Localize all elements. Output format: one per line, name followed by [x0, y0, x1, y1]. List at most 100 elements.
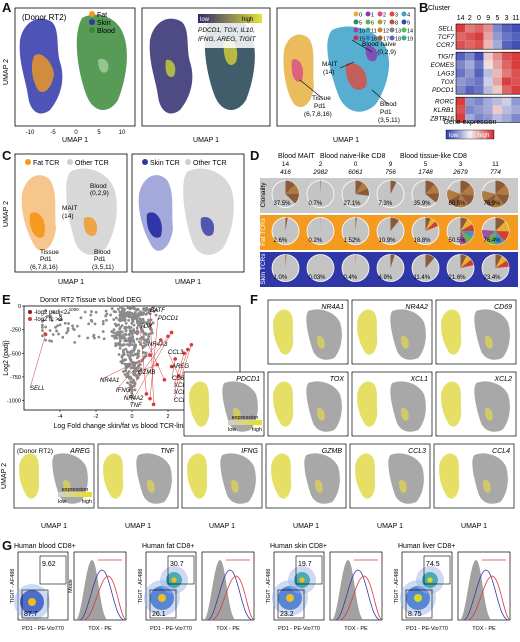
volcano-xtick: -4: [58, 414, 63, 420]
cluster-swatch: [401, 11, 407, 17]
volcano-point: [130, 343, 134, 346]
volcano-point: [129, 337, 133, 341]
ylabel: UMAP 2: [3, 59, 10, 85]
d-count: 2679: [452, 169, 468, 176]
pie-slice: [460, 255, 472, 268]
gene-box-genes-1: PDCD1, TOX, IL10,: [198, 27, 255, 34]
heat-cell: [465, 60, 475, 69]
cluster-legend-label: 10: [359, 29, 365, 35]
cluster-legend-label: 3: [395, 13, 398, 19]
heat-cell: [456, 40, 466, 50]
volcano-point: [131, 381, 135, 384]
d-row-label: Clonality: [260, 182, 267, 208]
volcano-point: [66, 327, 70, 330]
volcano-point: [51, 333, 55, 336]
volcano-point: [121, 333, 125, 337]
volcano-point: [125, 343, 129, 346]
heat-cell: [492, 60, 502, 69]
feature-umap: CCL4: [433, 443, 515, 509]
heat-cell: [456, 32, 466, 41]
cluster-legend-label: 19: [407, 37, 413, 43]
annot-blood-c: (3,5,11): [92, 264, 114, 271]
heat-cell: [483, 24, 493, 33]
volcano-point: [63, 321, 67, 325]
pie-value: 7.3%: [379, 201, 393, 207]
volcano-gene-point: [186, 347, 190, 352]
pie-slice: [460, 185, 474, 196]
flow-plot: Human fat CD8+ 30.7 26.1 TIGIT - AF488 PD1 -…: [138, 543, 255, 632]
feature-xlabel: UMAP 1: [209, 523, 235, 530]
volcano-point: [77, 334, 81, 338]
annot-blood-naive: Blood: [90, 183, 107, 190]
cluster-swatch: [353, 19, 359, 25]
feature-legend-low: low: [58, 499, 66, 505]
heat-cell: [502, 77, 512, 86]
gene-label: LAG3: [437, 70, 454, 77]
pie-slice: [460, 217, 468, 231]
flow-q-bottom: 26.1: [152, 611, 166, 618]
heat-cell: [502, 24, 512, 33]
volcano-point: [129, 352, 133, 356]
cluster-swatch: [377, 35, 383, 41]
volcano-gene-label: XCL2: [173, 390, 190, 396]
volcano-point: [105, 318, 108, 322]
heat-cell: [502, 97, 512, 106]
feature-donor: (Donor RT2): [17, 448, 53, 455]
flow-q-top: 74.5: [426, 561, 440, 568]
feature-xlabel: UMAP 1: [293, 523, 319, 530]
cluster-legend-label: 18: [395, 37, 401, 43]
pie-slice: [355, 217, 357, 231]
volcano-gene-label: NR4A3: [148, 342, 168, 348]
heat-cell: [456, 24, 466, 33]
d-row-label: Fat TCRs: [260, 217, 267, 245]
cluster-legend-label: 13: [395, 29, 401, 35]
legend-fat-tcr: Fat TCR: [33, 160, 59, 167]
pie-slice: [390, 217, 400, 231]
volcano-point: [133, 364, 136, 368]
volcano-point: [149, 323, 153, 327]
group-blood-mait: Blood MAIT: [278, 153, 315, 160]
annot-tissue: Tissue: [312, 95, 331, 102]
d-count: 2982: [312, 169, 328, 176]
heat-cell: [474, 24, 484, 33]
volcano-point: [147, 335, 151, 338]
volcano-title: Donor RT2 Tissue vs blood DEG: [40, 297, 141, 304]
pie-slice: [460, 231, 474, 238]
d-cluster: 5: [424, 161, 428, 168]
volcano-point: [112, 310, 116, 313]
feature-legend-low: low: [228, 427, 236, 433]
pie-slice: [448, 194, 461, 208]
umap-gene-signature: low high PDCD1, TOX, IL10, IFNG, AREG, T…: [141, 7, 271, 144]
volcano-point: [114, 344, 117, 348]
volcano-point: [110, 330, 114, 333]
panel-e-volcano: Donor RT2 Tissue vs blood DEG BATF PDCD1 T…: [3, 297, 241, 430]
volcano-point: [109, 313, 113, 317]
panel-label-e: E: [2, 292, 11, 307]
volcano-point: [49, 315, 52, 319]
heat-cell: [474, 105, 484, 114]
cluster-swatch: [365, 19, 371, 25]
volcano-point: [89, 318, 93, 322]
volcano-point: [128, 343, 132, 346]
volcano-point: [120, 318, 124, 322]
heat-cell: [465, 105, 475, 114]
flow-hist-xlabel: TOX - PE: [344, 626, 368, 632]
volcano-point: [118, 310, 122, 314]
feature-umap: XCL2: [435, 371, 517, 437]
volcano-point: [113, 334, 117, 337]
xtick: -5: [50, 130, 56, 136]
xtick: 0: [74, 130, 78, 136]
volcano-point: [54, 325, 57, 329]
cluster-legend-label: 12: [383, 29, 389, 35]
panel-c-umaps: Fat TCR Other TCR Blood (0,2,9) MAIT (14…: [3, 153, 245, 286]
pie-slice: [460, 231, 473, 243]
volcano-point: [44, 338, 48, 342]
heat-cell: [492, 97, 502, 106]
volcano-point: [125, 326, 129, 330]
pie-slice: [425, 218, 436, 231]
volcano-point: [134, 366, 138, 370]
heat-cell: [492, 77, 502, 86]
panel-d-pie-grid: Blood MAIT Blood naive-like CD8 Blood ti…: [260, 153, 518, 287]
volcano-point: [146, 337, 150, 341]
heat-cell: [456, 77, 466, 86]
